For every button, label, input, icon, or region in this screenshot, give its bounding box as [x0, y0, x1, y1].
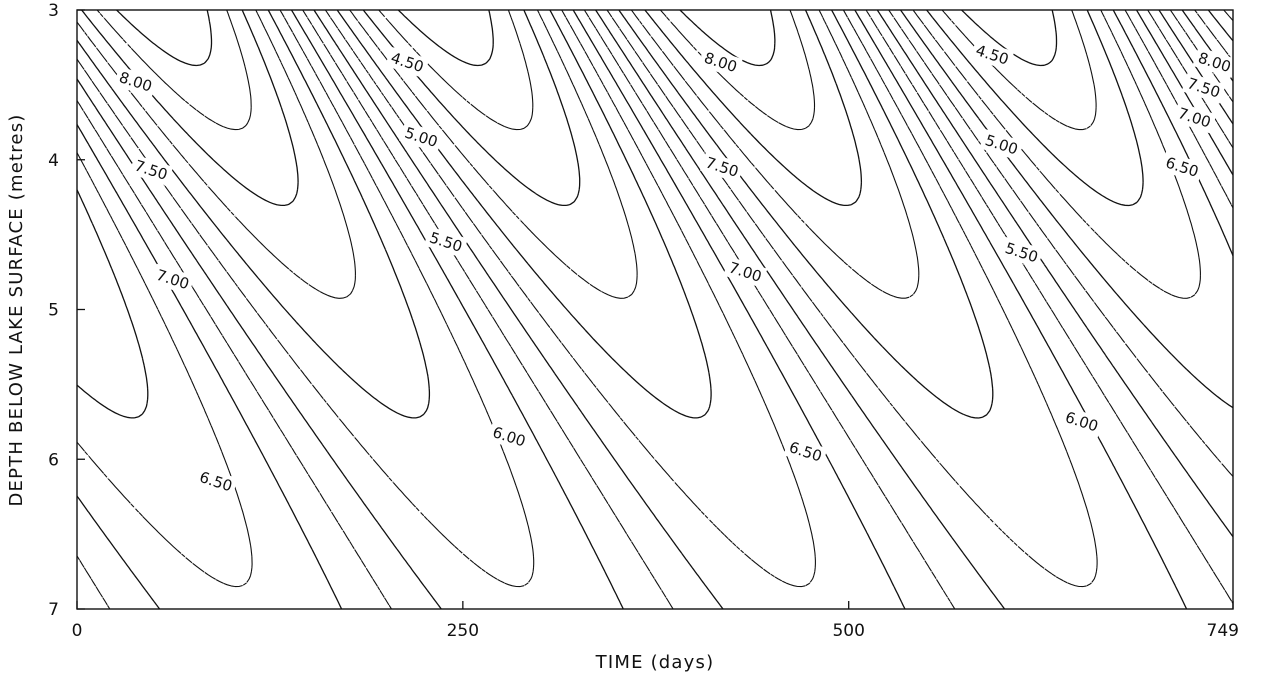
plot-frame [76, 9, 1234, 610]
contour-label-bg [698, 46, 743, 79]
contour-label-1: 7.50 [128, 154, 174, 186]
contour-line-dashed-6.25 [76, 9, 1234, 610]
x-tick-label: 749 [1207, 621, 1239, 641]
contour-label-18: 7.00 [1172, 102, 1217, 134]
contour-label-4: 4.50 [385, 46, 430, 79]
contour-label-7: 6.00 [486, 421, 532, 453]
contour-line-7.00 [76, 9, 1234, 419]
x-tick-label: 250 [447, 621, 479, 641]
contour-label-bg [399, 121, 444, 153]
contour-label-14: 5.50 [999, 236, 1044, 269]
contour-line-dashed-7.25 [76, 9, 1234, 299]
contour-label-bg [970, 39, 1015, 71]
contour-label-bg [783, 436, 828, 468]
y-tick-labels: 3 4 5 6 7 [48, 1, 59, 620]
contour-label-bg [113, 66, 158, 98]
contour-line-6.00 [76, 9, 1234, 610]
contour-label-0: 8.00 [113, 66, 158, 98]
contour-label-bg [150, 263, 195, 296]
y-axis-label: DEPTH BELOW LAKE SURFACE (metres) [6, 113, 27, 506]
contour-label-bg [1059, 406, 1104, 438]
contour-line-8.00 [116, 9, 776, 67]
contour-line-dashed-5.25 [349, 9, 1201, 299]
contour-line-dashed-7.75 [96, 9, 1234, 131]
x-tick-labels: 0 250 500 749 [72, 621, 1239, 641]
contour-label-15: 6.00 [1059, 406, 1104, 438]
contour-label-8: 8.00 [698, 46, 743, 79]
contour-label-bg [1192, 46, 1237, 79]
contour-label-bg [423, 226, 469, 258]
contour-label-bg [486, 421, 532, 453]
contour-label-13: 5.00 [979, 129, 1024, 161]
contour-label-6: 5.50 [423, 226, 469, 258]
x-tick-label: 500 [832, 621, 864, 641]
contour-label-bg [723, 256, 768, 288]
contour-label-bg [1159, 151, 1205, 183]
contour-label-16: 8.00 [1192, 46, 1237, 79]
contour-label-19: 6.50 [1159, 151, 1205, 183]
contour-line-5.00 [362, 9, 1144, 207]
contour-label-11: 6.50 [783, 436, 828, 468]
x-axis-label: TIME (days) [595, 652, 715, 673]
y-tick-label: 5 [48, 301, 59, 321]
contour-label-3: 6.50 [193, 466, 239, 498]
y-tick-label: 7 [48, 600, 59, 620]
y-tick-label: 6 [48, 450, 59, 470]
contour-line-6.50 [76, 9, 1234, 610]
axis-ticks [76, 9, 1234, 610]
contour-label-12: 4.50 [970, 39, 1015, 71]
contour-label-bg [979, 129, 1024, 161]
contour-label-bg [1172, 102, 1217, 134]
y-tick-label: 3 [48, 1, 59, 21]
contour-line-5.50 [76, 9, 1234, 419]
contour-label-bg [385, 46, 430, 79]
contour-line-4.50 [397, 9, 1058, 67]
contour-line-dashed-5.75 [76, 9, 1234, 588]
contour-lines [76, 9, 1234, 610]
contour-line-7.50 [81, 9, 1234, 207]
contour-line-dashed-6.75 [76, 9, 1234, 588]
contour-label-bg [128, 154, 174, 186]
y-tick-label: 4 [48, 151, 59, 171]
contour-label-bg [1181, 72, 1226, 104]
contour-label-bg [193, 466, 239, 498]
contour-label-9: 7.50 [699, 151, 745, 183]
contour-label-bg [699, 151, 745, 183]
contour-label-bg [999, 236, 1044, 269]
x-tick-label: 0 [72, 621, 83, 641]
